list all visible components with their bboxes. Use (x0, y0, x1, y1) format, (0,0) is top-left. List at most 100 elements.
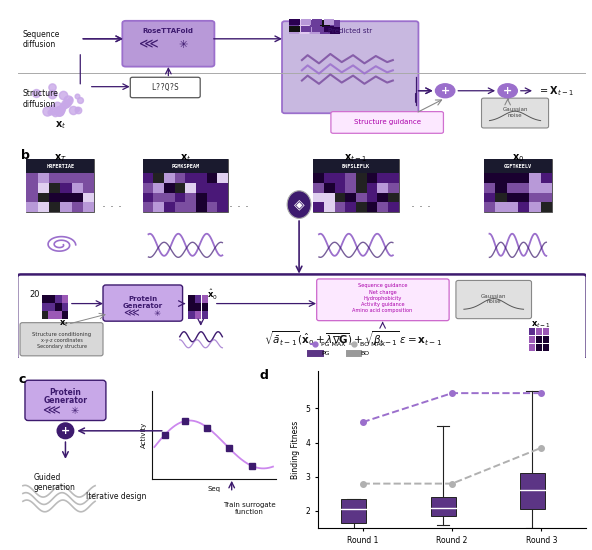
Bar (83, 192, 95, 202)
Bar (289, 20, 299, 26)
Text: Train surrogate
function: Train surrogate function (223, 503, 276, 515)
Bar (529, 192, 540, 202)
Bar (196, 173, 207, 183)
Text: Generator: Generator (123, 303, 163, 309)
Bar (164, 202, 175, 212)
Text: Sequence
diffusion: Sequence diffusion (22, 30, 60, 50)
Bar (356, 173, 366, 183)
Bar (217, 192, 228, 202)
Text: $\mathbf{x}_t$: $\mathbf{x}_t$ (59, 318, 69, 329)
Bar (345, 173, 356, 183)
Bar (202, 311, 208, 318)
Bar (377, 202, 388, 212)
Bar (26, 160, 95, 173)
Text: $\mathbf{x}_{t-1}$: $\mathbf{x}_{t-1}$ (345, 152, 368, 163)
Bar (83, 183, 95, 192)
Text: Generator: Generator (43, 396, 88, 405)
Text: Protein: Protein (128, 295, 157, 301)
Bar (60, 202, 72, 212)
Bar (207, 202, 217, 212)
Bar (529, 173, 540, 183)
Text: $\mathbf{x}_t$: $\mathbf{x}_t$ (54, 119, 66, 130)
Bar (72, 192, 83, 202)
Text: Guided
generation: Guided generation (33, 473, 75, 492)
Bar (536, 344, 542, 351)
Bar (289, 27, 299, 34)
Bar (60, 192, 72, 202)
Bar (301, 26, 311, 32)
Circle shape (436, 84, 455, 98)
Bar (495, 173, 507, 183)
Bar (388, 173, 398, 183)
Text: +: + (61, 426, 70, 436)
Text: Structure conditioning: Structure conditioning (32, 332, 91, 337)
Bar (540, 192, 552, 202)
Bar (62, 303, 68, 311)
Bar (543, 344, 549, 351)
Bar (143, 160, 228, 212)
Bar (196, 192, 207, 202)
Text: Predicted str: Predicted str (328, 29, 372, 35)
Bar (320, 20, 330, 26)
Bar (495, 202, 507, 212)
Bar (164, 192, 175, 202)
Text: Protein: Protein (50, 388, 81, 397)
Text: b: b (21, 149, 30, 162)
Text: $\mathbf{x}_{t-1}$: $\mathbf{x}_{t-1}$ (530, 320, 551, 331)
Bar (484, 183, 495, 192)
Bar (143, 183, 153, 192)
Bar (72, 183, 83, 192)
Bar (345, 192, 356, 202)
Bar (324, 173, 334, 183)
Bar (356, 183, 366, 192)
Text: 20: 20 (30, 289, 40, 299)
Circle shape (57, 423, 73, 439)
Bar (313, 160, 398, 212)
Text: Iterative design: Iterative design (85, 492, 146, 500)
Text: ⋘: ⋘ (43, 405, 60, 417)
Bar (324, 192, 334, 202)
Bar (175, 202, 185, 212)
Bar (26, 183, 38, 192)
Bar (26, 192, 38, 202)
Bar (185, 183, 196, 192)
Bar (341, 499, 366, 523)
Bar (377, 192, 388, 202)
Bar (366, 183, 377, 192)
FancyBboxPatch shape (317, 279, 449, 321)
Bar (324, 183, 334, 192)
Bar (495, 183, 507, 192)
Bar (55, 295, 62, 302)
Text: Activity guidance: Activity guidance (361, 301, 404, 306)
Bar (543, 336, 549, 343)
Bar (185, 202, 196, 212)
Bar (143, 202, 153, 212)
FancyBboxPatch shape (123, 21, 214, 67)
Bar (49, 202, 60, 212)
Bar (323, 26, 334, 32)
Bar (202, 295, 208, 302)
Bar (195, 303, 201, 311)
Bar (60, 183, 72, 192)
Bar (217, 202, 228, 212)
Bar (334, 183, 345, 192)
Text: $= \mathbf{X}_{t-1}$: $= \mathbf{X}_{t-1}$ (538, 84, 574, 98)
Text: Seq: Seq (207, 486, 220, 492)
Text: ⋘: ⋘ (139, 37, 158, 52)
Bar (529, 183, 540, 192)
Bar (175, 192, 185, 202)
Text: c: c (19, 373, 26, 387)
Text: Sequence guidance: Sequence guidance (358, 283, 407, 289)
Bar (430, 497, 456, 516)
Text: ◈: ◈ (294, 197, 304, 212)
Bar (49, 311, 54, 318)
Bar (330, 27, 340, 34)
Bar (26, 173, 38, 183)
Bar (153, 183, 164, 192)
Bar (301, 19, 311, 25)
Bar (507, 183, 518, 192)
Bar (507, 173, 518, 183)
Bar (41, 311, 48, 318)
Bar (185, 192, 196, 202)
Bar (507, 192, 518, 202)
